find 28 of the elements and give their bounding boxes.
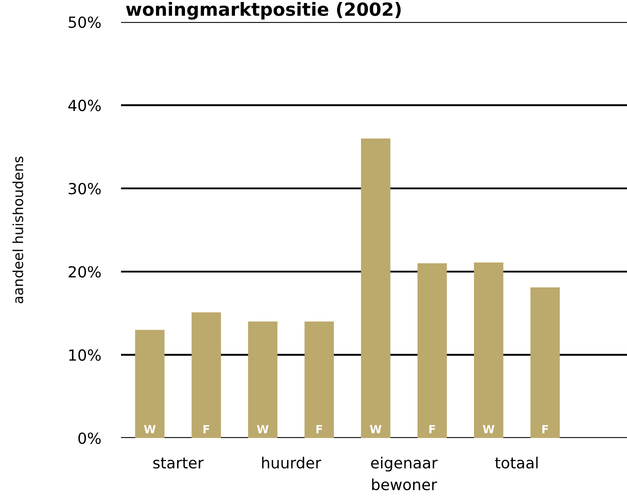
x-tick-label: F: [542, 425, 548, 434]
x-tick-label: W: [370, 425, 382, 434]
text: totaal: [495, 456, 538, 469]
y-tick-label: 10%: [69, 349, 101, 361]
y-tick-label: 40%: [68, 100, 101, 112]
bar: [192, 312, 221, 438]
text: starter: [153, 458, 204, 469]
x-tick-label: F: [429, 425, 436, 434]
bar: [248, 322, 278, 438]
text: eigenaar bewoner: [371, 456, 438, 490]
x-tick-label: W: [482, 425, 494, 434]
y-axis-title: aandeel huishoudens: [12, 156, 24, 304]
bar: [361, 138, 390, 438]
bar: [474, 262, 504, 438]
x-tick-label: W: [144, 425, 156, 434]
x-tick-label: F: [204, 425, 210, 434]
y-tick-label: 30%: [68, 182, 101, 194]
bar: [417, 263, 447, 438]
x-tick-label: F: [316, 425, 322, 434]
bar: [304, 322, 334, 438]
chart-title: woningmarktpositie (2002): [126, 2, 401, 20]
y-tick-label: 50%: [68, 16, 101, 28]
text: huurder: [262, 456, 322, 469]
bar: [135, 330, 164, 438]
y-tick-label: 0%: [78, 432, 101, 444]
bar: [530, 287, 560, 438]
x-tick-label: W: [256, 425, 269, 434]
y-tick-label: 20%: [68, 266, 101, 278]
